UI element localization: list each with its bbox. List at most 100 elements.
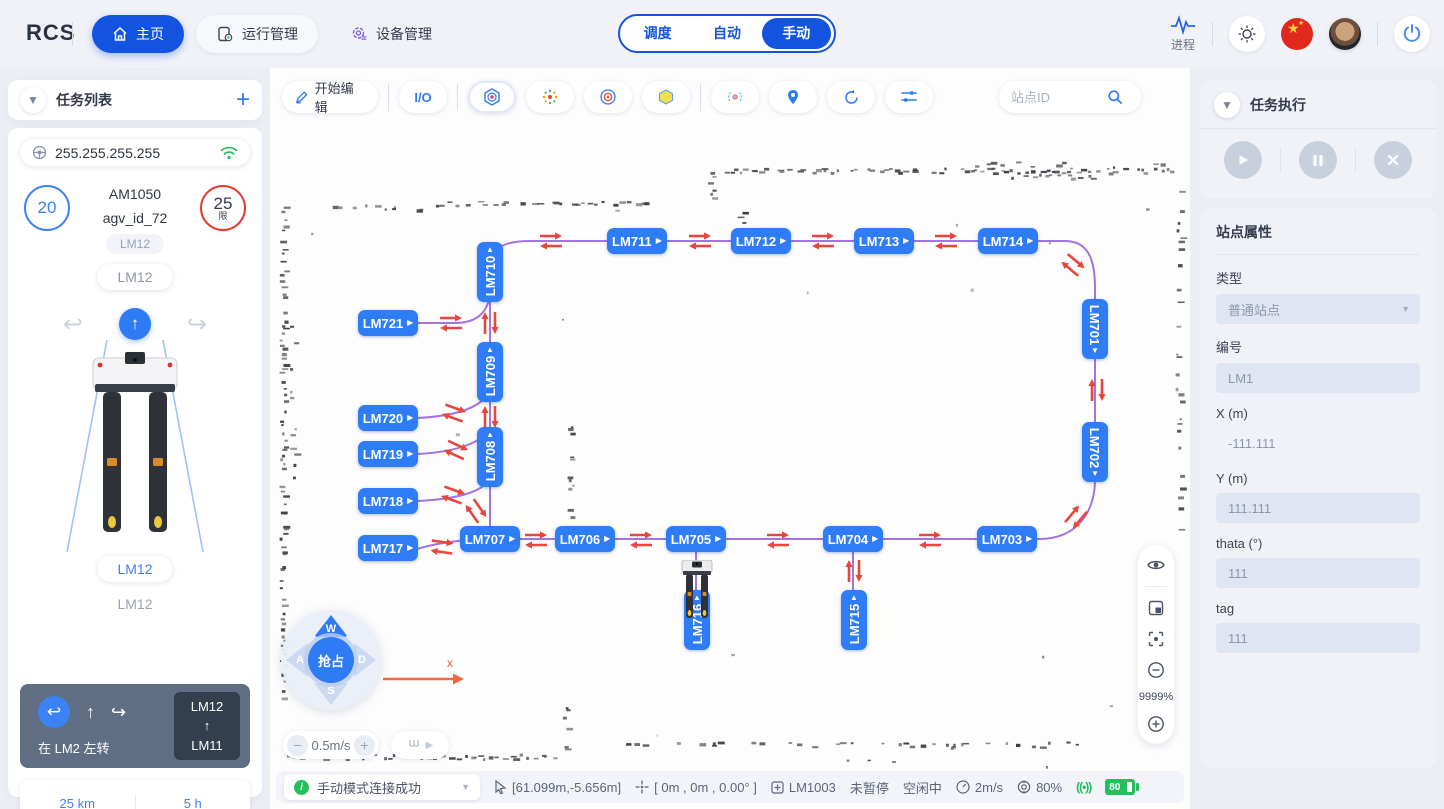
layer-zone-button[interactable] <box>642 81 690 113</box>
zoom-in-button[interactable] <box>1146 714 1166 734</box>
route-from-to: LM12 ↑ LM11 <box>174 692 240 760</box>
collapse-chevron-icon[interactable]: ▼ <box>20 87 46 113</box>
y-input[interactable]: 111.111 <box>1216 493 1420 523</box>
station-LM720[interactable]: LM720 ▶ <box>358 405 418 431</box>
joystick-left-key[interactable]: A <box>286 643 308 677</box>
wifi-icon <box>220 146 238 159</box>
manual-joystick: W A S D 抢占 <box>281 610 381 710</box>
theme-toggle-button[interactable] <box>1229 16 1265 52</box>
task-pause-button[interactable] <box>1299 141 1337 179</box>
user-avatar[interactable] <box>1329 18 1361 50</box>
station-LM701[interactable]: ▼ LM701 <box>1082 299 1108 359</box>
layer-points-button[interactable] <box>526 81 574 113</box>
active-turn-left-icon[interactable]: ↩ <box>38 696 70 728</box>
nav-item-device[interactable]: 设备管理 <box>330 15 452 53</box>
station-LM713[interactable]: LM713 ▶ <box>854 228 914 254</box>
station-LM710[interactable]: ▲ LM710 <box>477 242 503 302</box>
station-LM708[interactable]: ▲ LM708 <box>477 427 503 487</box>
zoom-out-button[interactable] <box>1146 660 1166 680</box>
main-nav: 主页 运行管理 设备管理 <box>92 15 452 53</box>
straight-ahead-icon[interactable]: ↑ <box>119 308 151 340</box>
station-LM706[interactable]: LM706 ▶ <box>555 526 615 552</box>
map-canvas[interactable]: LM711 ▶ LM712 ▶ LM713 ▶ LM714 ▶ LM721 ▶ LM720 ▶ LM71… <box>270 68 1190 809</box>
mode-tab-group: 调度 自动 手动 <box>618 14 836 53</box>
station-LM714[interactable]: LM714 ▶ <box>978 228 1038 254</box>
crosshair-icon <box>635 780 649 794</box>
vehicle-ip-row[interactable]: 255.255.255.255 <box>20 139 250 166</box>
target-rings-icon <box>600 89 616 105</box>
station-LM703[interactable]: LM703 ▶ <box>977 526 1037 552</box>
speed-plus-button[interactable]: + <box>353 734 375 756</box>
layer-rings-button[interactable] <box>584 81 632 113</box>
tab-dispatch[interactable]: 调度 <box>643 25 672 41</box>
route-arrow <box>440 485 466 505</box>
status-message-dropdown[interactable]: i 手动模式连接成功 ▼ <box>284 774 480 800</box>
fork-action-button[interactable]: ▶ <box>391 731 449 759</box>
center-focus-button[interactable] <box>1146 629 1166 649</box>
field-number: 编号 LM1 <box>1216 337 1420 393</box>
number-input[interactable]: LM1 <box>1216 363 1420 393</box>
minimap-button[interactable] <box>1146 598 1166 618</box>
joystick-right-key[interactable]: D <box>354 643 376 677</box>
station-LM705[interactable]: LM705 ▶ <box>666 526 726 552</box>
filter-settings-button[interactable] <box>885 81 933 113</box>
station-LM707[interactable]: LM707 ▶ <box>460 526 520 552</box>
station-properties-card: 站点属性 类型 普通站点 ▼ 编号 LM1 X (m) -111.111 Y (… <box>1200 208 1436 768</box>
task-play-button[interactable] <box>1224 141 1262 179</box>
tab-manual[interactable]: 手动 <box>761 18 831 49</box>
station-LM721[interactable]: LM721 ▶ <box>358 310 418 336</box>
type-select[interactable]: 普通站点 ▼ <box>1216 294 1420 324</box>
top-bar: RCS 主页 运行管理 设备管理 调度 自动 手动 进程 <box>0 0 1444 68</box>
visibility-button[interactable] <box>1146 555 1166 575</box>
station-LM709[interactable]: ▲ LM709 <box>477 342 503 402</box>
agv-robot-marker[interactable] <box>679 560 715 620</box>
route-path <box>1038 478 1096 540</box>
joystick-down-key[interactable]: S <box>314 683 348 705</box>
turn-right-icon[interactable]: ↪ <box>187 310 208 338</box>
app-logo: RCS <box>26 20 76 45</box>
collapse-chevron-icon[interactable]: ▼ <box>1214 92 1240 118</box>
x-value[interactable]: -111.111 <box>1228 435 1276 451</box>
task-cancel-button[interactable] <box>1374 141 1412 179</box>
station-LM711[interactable]: LM711 ▶ <box>607 228 667 254</box>
fork-icon <box>408 740 419 747</box>
nav-instruction: 在 LM2 左转 <box>38 741 110 756</box>
seize-control-button[interactable]: 抢占 <box>308 637 354 683</box>
divider <box>1212 22 1213 46</box>
theta-input[interactable]: 111 <box>1216 558 1420 588</box>
station-LM718[interactable]: LM718 ▶ <box>358 488 418 514</box>
process-button[interactable]: 进程 <box>1170 15 1196 53</box>
speed-readout: 2m/s <box>956 780 1003 795</box>
station-LM702[interactable]: ▼ LM702 <box>1082 422 1108 482</box>
speed-minus-button[interactable]: − <box>287 734 308 756</box>
field-y: Y (m) 111.111 <box>1216 471 1420 523</box>
tag-input[interactable]: 111 <box>1216 623 1420 653</box>
turn-right-icon[interactable]: ↪ <box>111 701 127 722</box>
station-search-input[interactable] <box>1011 89 1101 105</box>
task-list-header: ▼ 任务列表 + <box>8 80 262 120</box>
lidar-button[interactable] <box>711 81 759 113</box>
search-icon[interactable] <box>1107 89 1123 105</box>
start-edit-button[interactable]: 开始编辑 <box>282 81 378 115</box>
station-LM717[interactable]: LM717 ▶ <box>358 535 418 561</box>
layer-hexagon-button[interactable] <box>468 81 516 113</box>
station-LM719[interactable]: LM719 ▶ <box>358 441 418 467</box>
route-arrow <box>440 314 462 332</box>
straight-icon[interactable]: ↑ <box>86 701 95 722</box>
joystick-up-key[interactable]: W <box>314 615 348 637</box>
add-task-button[interactable]: + <box>235 86 250 113</box>
locate-button[interactable] <box>769 81 817 113</box>
power-button[interactable] <box>1394 16 1430 52</box>
io-button[interactable]: I/O <box>399 81 447 113</box>
station-LM712[interactable]: LM712 ▶ <box>731 228 791 254</box>
station-LM704[interactable]: LM704 ▶ <box>823 526 883 552</box>
turn-left-icon[interactable]: ↩ <box>62 310 83 338</box>
route-arrow <box>540 232 562 250</box>
nav-item-home[interactable]: 主页 <box>92 15 184 53</box>
station-LM715[interactable]: ▲ LM715 <box>841 590 867 650</box>
language-flag-button[interactable]: ★ ★ <box>1281 18 1313 50</box>
nav-item-operation[interactable]: 运行管理 <box>196 15 318 53</box>
refresh-button[interactable] <box>827 81 875 113</box>
next-station-label: LM12 <box>117 596 153 612</box>
tab-auto[interactable]: 自动 <box>712 25 741 41</box>
